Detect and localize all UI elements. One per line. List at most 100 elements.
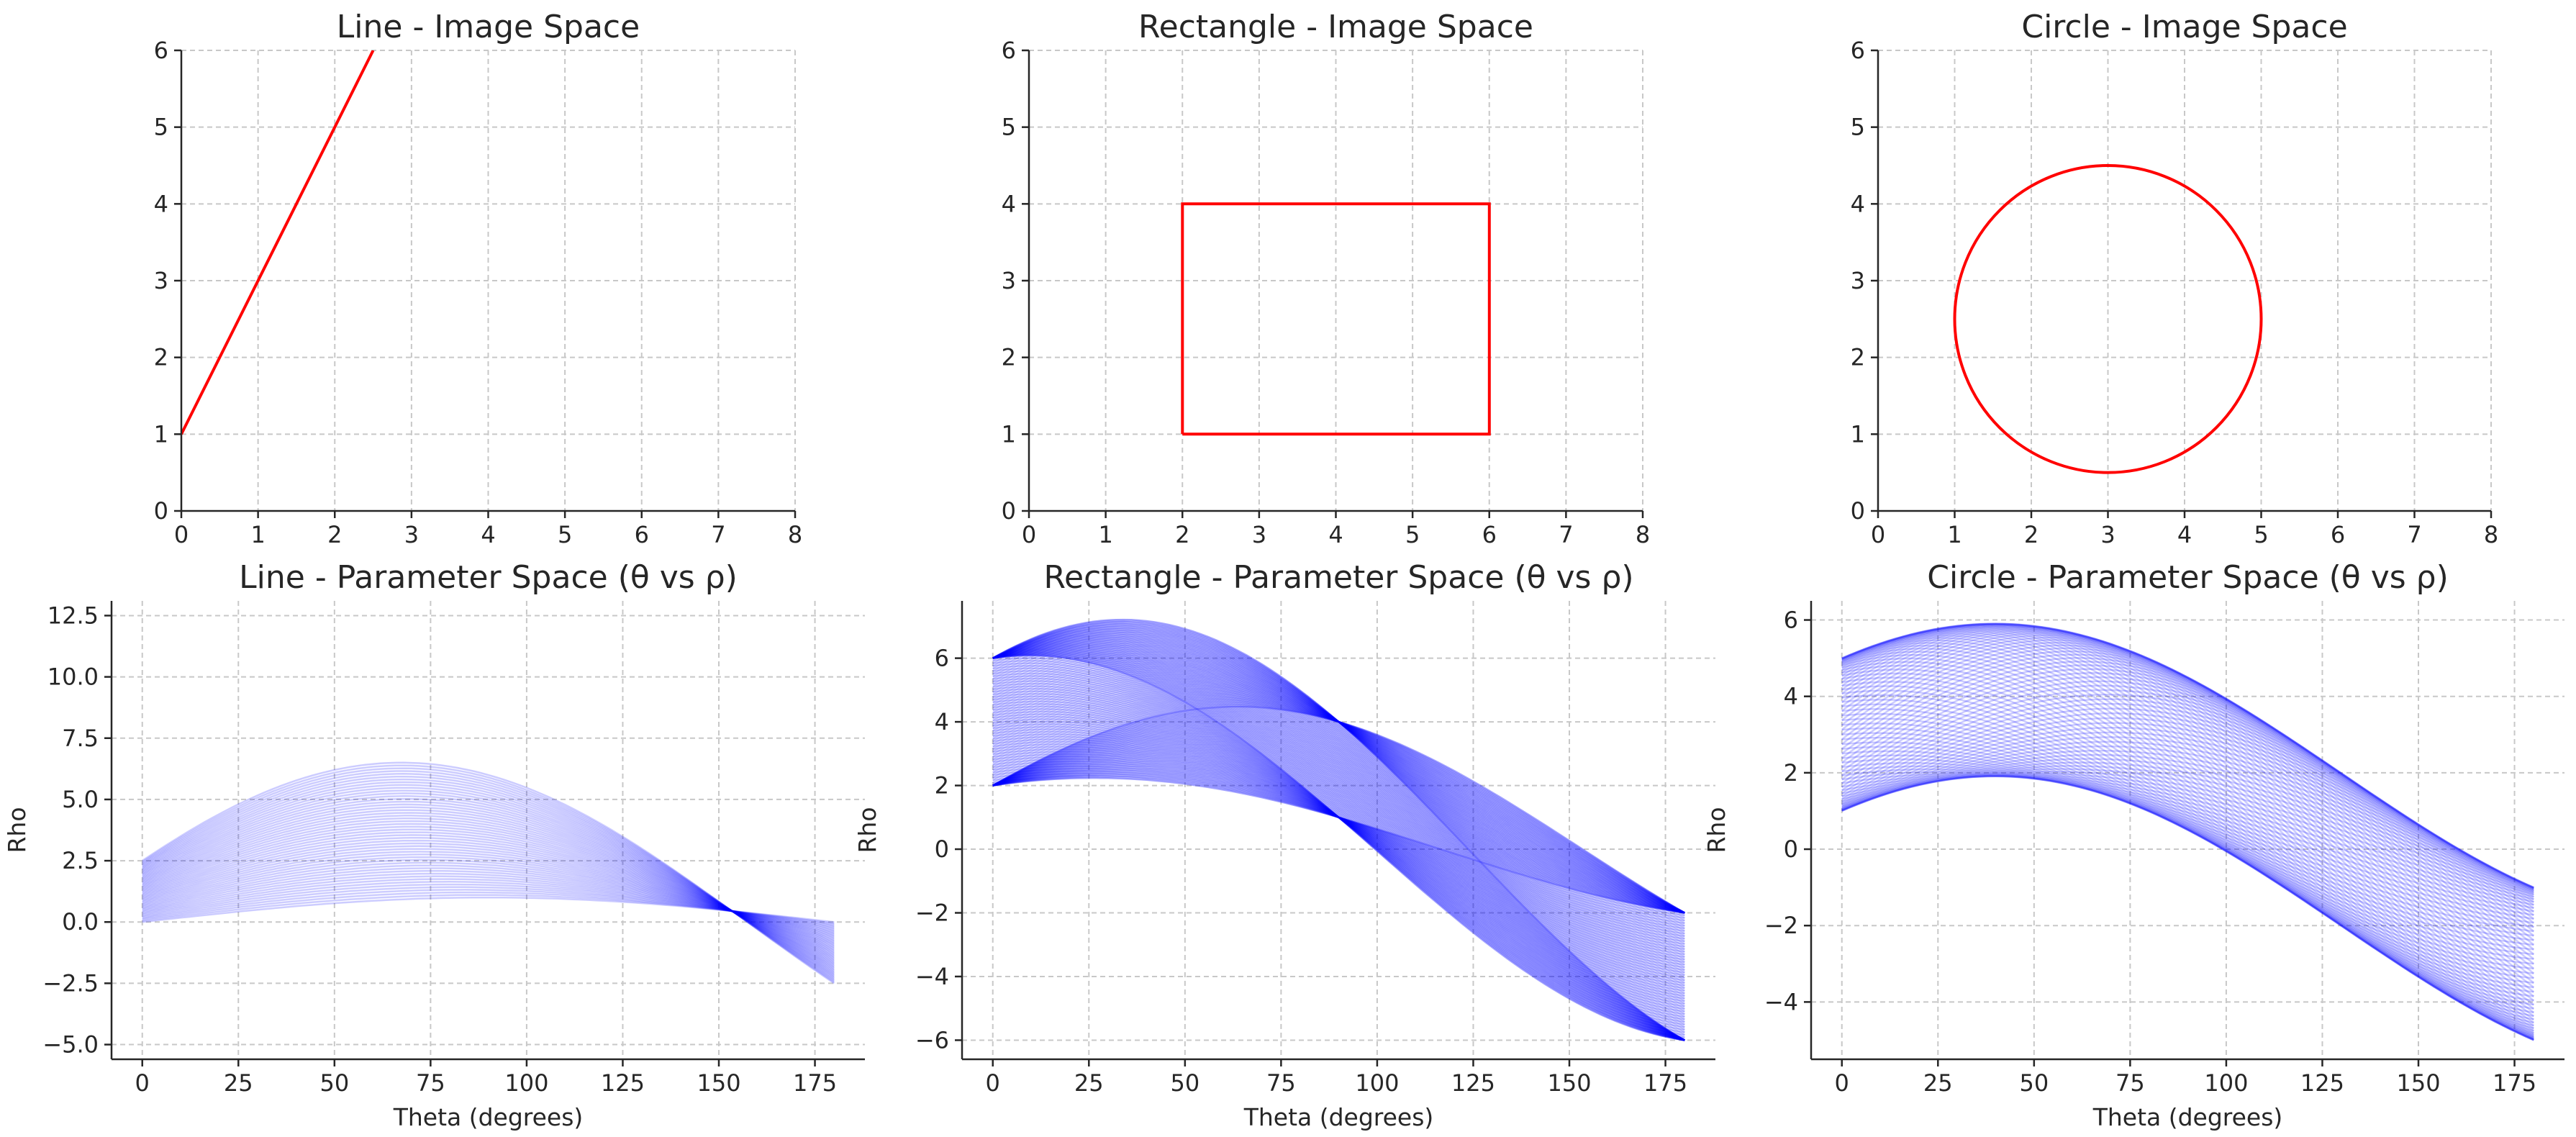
- hough-curve: [992, 712, 1685, 914]
- x-tick-label: 75: [2115, 1069, 2145, 1097]
- hough-curve: [142, 870, 835, 936]
- hough-curve: [992, 657, 1685, 1039]
- hough-curve: [992, 753, 1685, 940]
- hough-curve: [992, 638, 1685, 1041]
- hough-curve: [992, 654, 1685, 1041]
- hough-curve: [992, 643, 1685, 1010]
- hough-curve: [992, 731, 1685, 914]
- hough-curve: [992, 663, 1685, 984]
- hough-curve: [992, 654, 1685, 1041]
- hough-curve: [1841, 657, 2535, 941]
- hough-curve: [1841, 622, 2534, 1024]
- x-tick-label: 6: [2331, 521, 2345, 548]
- hough-curve: [992, 649, 1685, 1041]
- hough-curve: [992, 769, 1685, 914]
- hough-curve: [1841, 680, 2535, 916]
- hough-curve: [1841, 722, 2534, 974]
- hough-curve: [1841, 630, 2534, 1041]
- hough-curve: [142, 806, 835, 964]
- hough-curve: [1841, 746, 2534, 951]
- x-tick-label: 3: [404, 521, 419, 548]
- hough-curve: [1841, 664, 2535, 933]
- hough-curve: [1841, 693, 2534, 906]
- hough-curve: [992, 703, 1685, 992]
- x-tick-label: 1: [1098, 521, 1112, 548]
- hough-curve: [992, 648, 1685, 1041]
- hough-curve: [142, 792, 835, 971]
- x-tick-label: 5: [2254, 521, 2268, 548]
- hough-curve: [992, 633, 1685, 1023]
- hough-curve: [992, 730, 1685, 964]
- hough-curve: [1841, 648, 2534, 1038]
- x-tick-label: 150: [697, 1069, 740, 1097]
- x-tick-label: 125: [1451, 1069, 1495, 1097]
- hough-curve: [992, 653, 1685, 1041]
- hough-curve: [992, 755, 1685, 938]
- x-tick-label: 0: [1022, 521, 1036, 548]
- hough-curve: [142, 861, 835, 940]
- x-tick-label: 100: [504, 1069, 548, 1097]
- hough-curve: [1841, 762, 2534, 933]
- x-tick-label: 5: [558, 521, 572, 548]
- series-line: [1181, 202, 1491, 436]
- hough-curve: [1841, 647, 2535, 955]
- hough-curve: [992, 728, 1685, 966]
- hough-curve: [992, 726, 1685, 914]
- hough-curve: [992, 740, 1685, 914]
- hough-curve: [992, 770, 1685, 914]
- hough-curve: [992, 661, 1685, 987]
- y-tick-label: 4: [154, 190, 168, 217]
- hough-curve: [992, 711, 1685, 914]
- hough-curve: [1841, 750, 2534, 946]
- plot-area: [1953, 164, 2263, 474]
- hough-curve: [142, 845, 835, 947]
- hough-curve: [1841, 639, 2535, 969]
- hough-curve: [992, 679, 1685, 961]
- hough-curve: [992, 620, 1685, 1038]
- x-tick-label: 150: [2396, 1069, 2440, 1097]
- hough-curve: [992, 671, 1685, 974]
- hough-curve: [992, 720, 1685, 974]
- y-tick-label: 6: [1851, 37, 1865, 64]
- x-tick-label: 6: [1482, 521, 1497, 548]
- hough-curve: [992, 753, 1685, 914]
- y-tick-label: 5: [154, 114, 168, 141]
- hough-curve: [142, 781, 835, 976]
- hough-curve: [992, 699, 1685, 927]
- hough-curve: [992, 675, 1685, 1020]
- hough-curve: [142, 797, 835, 968]
- x-tick-label: 100: [1355, 1069, 1399, 1097]
- x-tick-label: 25: [224, 1069, 253, 1097]
- hough-curve: [992, 653, 1685, 1041]
- x-tick-label: 3: [2100, 521, 2115, 548]
- hough-curve: [142, 831, 835, 953]
- hough-curve: [142, 848, 835, 946]
- hough-curve: [1841, 768, 2534, 894]
- hough-curve: [992, 721, 1685, 914]
- hough-curve: [992, 756, 1685, 914]
- hough-curve: [992, 748, 1685, 946]
- hough-curve: [1841, 668, 2535, 928]
- y-axis-label: Rho: [853, 807, 881, 853]
- hough-curve: [1841, 622, 2535, 1018]
- hough-curve: [992, 765, 1685, 927]
- hough-curve: [992, 629, 1685, 1028]
- hough-curve: [1841, 712, 2534, 896]
- hough-curve: [992, 683, 1685, 956]
- hough-curve: [992, 646, 1685, 1041]
- hough-curve: [992, 687, 1685, 948]
- hough-curve: [1841, 717, 2534, 979]
- x-tick-label: 100: [2204, 1069, 2248, 1097]
- hough-curve: [992, 742, 1685, 914]
- hough-curve: [142, 856, 835, 942]
- hough-curve: [992, 751, 1685, 914]
- hough-curve: [1841, 632, 2535, 984]
- x-tick-label: 125: [2300, 1069, 2344, 1097]
- hough-curve: [992, 681, 1685, 958]
- hough-curve: [992, 702, 1685, 922]
- hough-curve: [992, 624, 1685, 1041]
- hough-curve: [1841, 689, 2534, 1006]
- hough-curve: [992, 689, 1685, 945]
- hough-curve: [992, 772, 1685, 914]
- hough-curve: [1841, 626, 2535, 1002]
